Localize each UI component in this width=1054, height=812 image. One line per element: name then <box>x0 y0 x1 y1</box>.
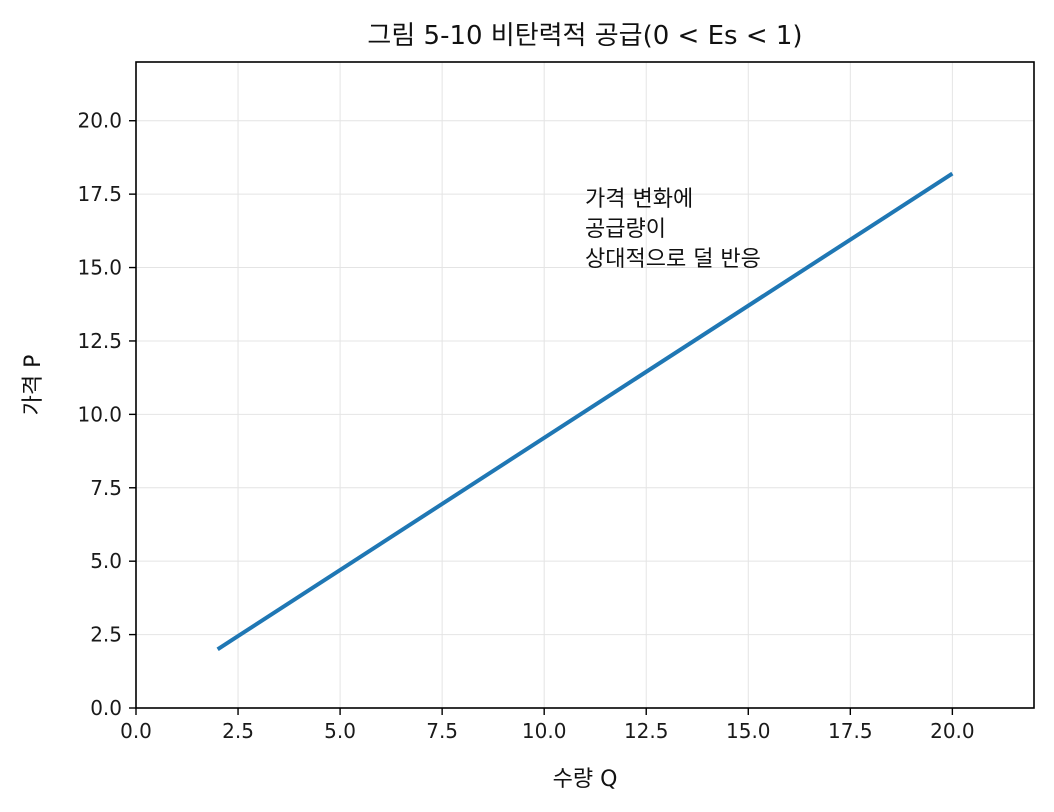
x-axis-label: 수량 Q <box>553 767 618 792</box>
x-tick-label: 17.5 <box>828 719 873 743</box>
annotation-line: 공급량이 <box>585 217 666 242</box>
y-tick-label: 20.0 <box>77 109 122 133</box>
x-tick-label: 5.0 <box>324 719 356 743</box>
annotation-line: 가격 변화에 <box>585 187 693 212</box>
x-tick-label: 10.0 <box>522 719 567 743</box>
x-tick-label: 7.5 <box>426 719 458 743</box>
series-layer <box>216 171 954 651</box>
y-tick-label: 12.5 <box>77 329 122 353</box>
y-tick-label: 10.0 <box>77 402 122 426</box>
y-axis-ticks: 0.0 2.5 5.0 7.5 10.0 12.5 15.0 17.5 20.0 <box>77 109 136 720</box>
y-tick-label: 7.5 <box>90 476 122 500</box>
x-tick-label: 20.0 <box>930 719 975 743</box>
annotation-line: 상대적으로 덜 반응 <box>585 247 761 272</box>
x-tick-label: 12.5 <box>624 719 669 743</box>
y-tick-label: 5.0 <box>90 549 122 573</box>
supply-line-series-0 <box>216 171 954 651</box>
plot-frame <box>135 61 1035 709</box>
x-axis-ticks: 0.0 2.5 5.0 7.5 10.0 12.5 15.0 17.5 20.0 <box>120 708 975 743</box>
x-tick-label: 15.0 <box>726 719 771 743</box>
y-tick-label: 15.0 <box>77 256 122 280</box>
y-tick-label: 17.5 <box>77 182 122 206</box>
y-tick-label: 0.0 <box>90 696 122 720</box>
x-tick-label: 0.0 <box>120 719 152 743</box>
y-axis-label: 가격 P <box>21 355 46 416</box>
grid-lines <box>135 62 1034 709</box>
x-tick-label: 2.5 <box>222 719 254 743</box>
y-tick-label: 2.5 <box>90 623 122 647</box>
chart-title: 그림 5-10 비탄력적 공급(0 < Es < 1) <box>367 21 802 51</box>
